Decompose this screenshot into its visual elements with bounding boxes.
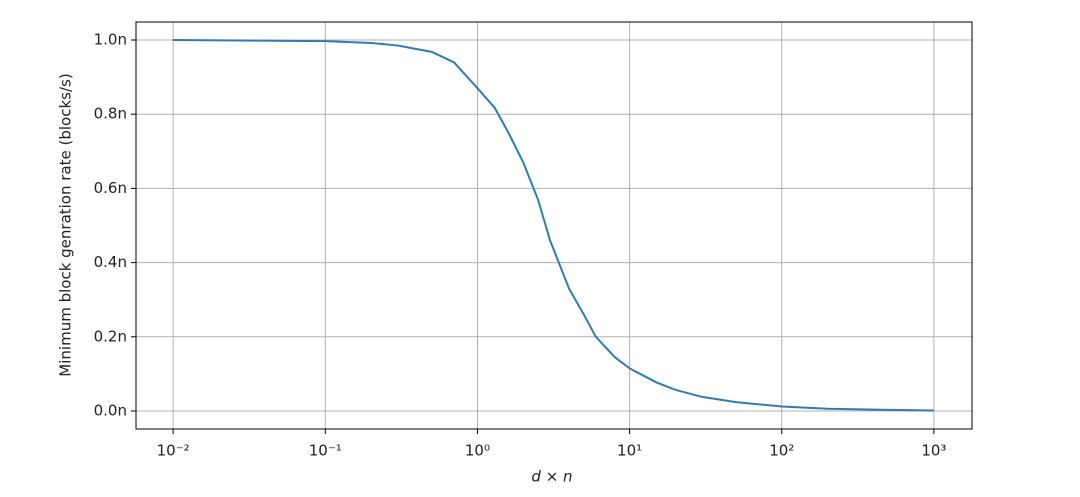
x-tick-label: 10⁰ [465,442,490,460]
y-tick-label: 1.0n [94,30,127,48]
x-tick-label: 10² [769,442,794,460]
x-tick-label: 10³ [921,442,946,460]
line [173,38,934,412]
x-tick-label: 10⁻¹ [309,442,342,460]
y-tick-label: 0.8n [94,105,127,123]
x-tick-label: 10⁻² [157,442,190,460]
y-tick-label: 0.0n [94,402,127,420]
x-axis-label: d × n [531,468,572,486]
x-tick-label: 10¹ [617,442,642,460]
y-tick-label: 0.4n [94,253,127,271]
y-axis-label: Minimum block genration rate (blocks/s) [57,73,75,376]
y-tick-label: 0.6n [94,179,127,197]
y-tick-label: 0.2n [94,327,127,345]
plot-frame [135,21,973,430]
